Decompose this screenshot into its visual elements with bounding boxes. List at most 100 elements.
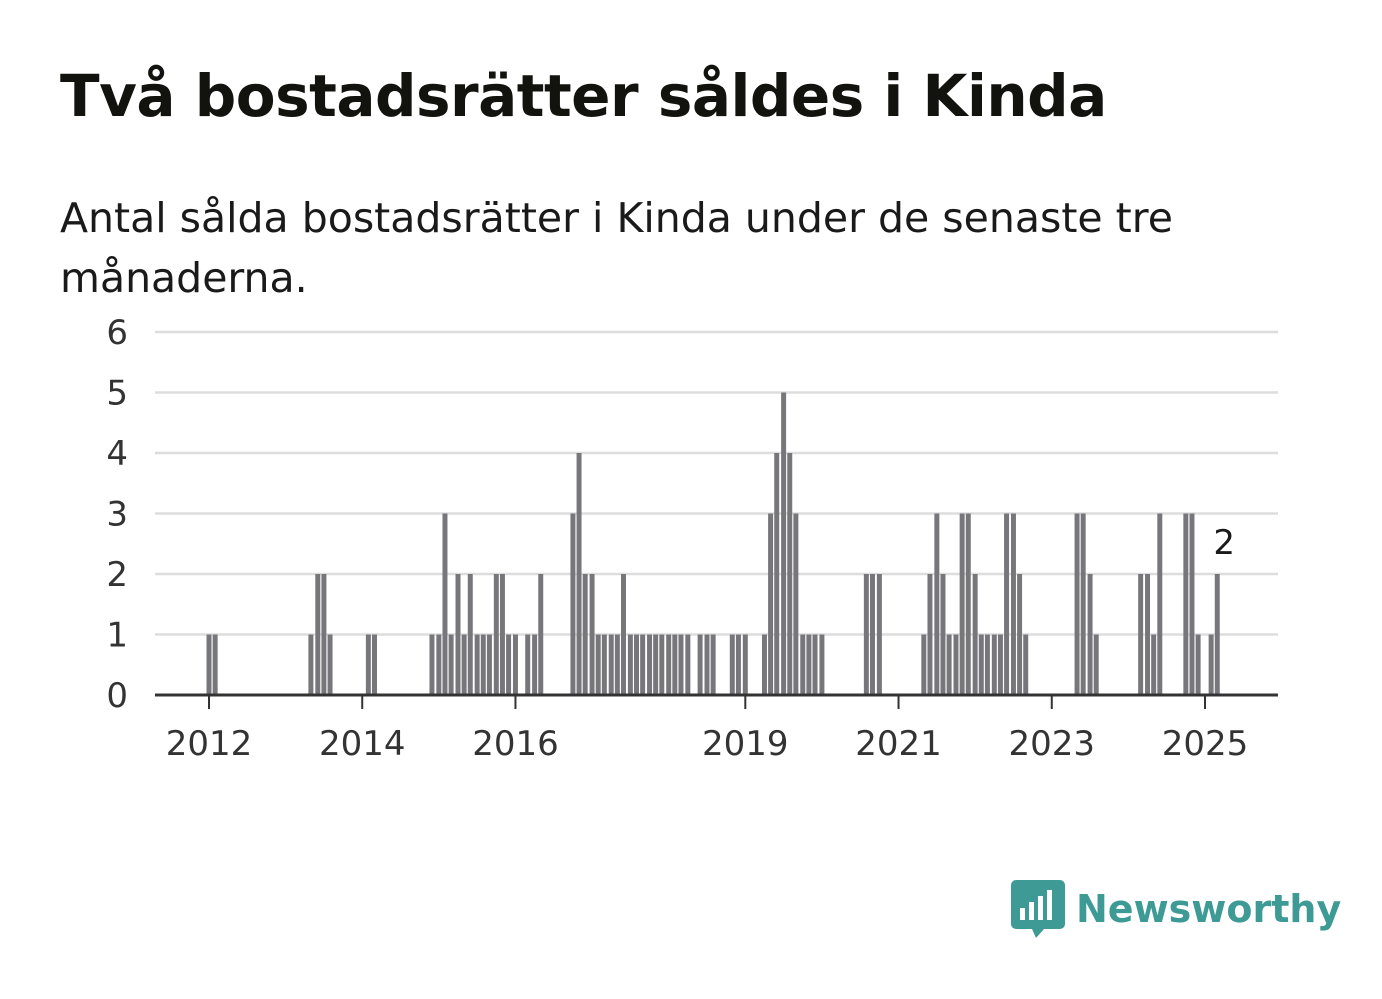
bar bbox=[1208, 634, 1214, 695]
bar bbox=[863, 574, 869, 695]
bar bbox=[793, 513, 799, 695]
y-tick-label: 0 bbox=[106, 676, 128, 716]
bar bbox=[212, 634, 218, 695]
newsworthy-logo: Newsworthy bbox=[1010, 878, 1341, 940]
bar bbox=[327, 634, 333, 695]
bar bbox=[672, 634, 678, 695]
bar bbox=[467, 574, 473, 695]
bar bbox=[480, 634, 486, 695]
bar bbox=[582, 574, 588, 695]
x-tick-label: 2014 bbox=[319, 724, 406, 764]
y-tick-label: 3 bbox=[106, 495, 128, 535]
bar bbox=[704, 634, 710, 695]
bar bbox=[206, 634, 212, 695]
bar bbox=[927, 574, 933, 695]
bar bbox=[1157, 513, 1163, 695]
bar bbox=[486, 634, 492, 695]
bar bbox=[978, 634, 984, 695]
bar bbox=[647, 634, 653, 695]
bar bbox=[365, 634, 371, 695]
bar bbox=[787, 453, 793, 695]
bar bbox=[710, 634, 716, 695]
bar bbox=[685, 634, 691, 695]
bar bbox=[940, 574, 946, 695]
bar bbox=[697, 634, 703, 695]
bar bbox=[1214, 574, 1220, 695]
bar bbox=[781, 392, 787, 695]
bar bbox=[1080, 513, 1086, 695]
bar bbox=[512, 634, 518, 695]
bar bbox=[506, 634, 512, 695]
bars bbox=[206, 392, 1220, 695]
bar bbox=[972, 574, 978, 695]
bar bbox=[1145, 574, 1151, 695]
bar bbox=[634, 634, 640, 695]
bar bbox=[812, 634, 818, 695]
axes bbox=[155, 693, 1278, 709]
bar bbox=[678, 634, 684, 695]
bar bbox=[1183, 513, 1189, 695]
y-tick-label: 5 bbox=[106, 374, 128, 414]
bar bbox=[436, 634, 442, 695]
bar bbox=[1151, 634, 1157, 695]
bar bbox=[984, 634, 990, 695]
bar bbox=[429, 634, 435, 695]
x-tick-label: 2021 bbox=[855, 724, 942, 764]
bar bbox=[800, 634, 806, 695]
bar bbox=[532, 634, 538, 695]
x-tick-label: 2025 bbox=[1162, 724, 1249, 764]
bar bbox=[666, 634, 672, 695]
bar bbox=[806, 634, 812, 695]
bar bbox=[576, 453, 582, 695]
bar bbox=[1004, 513, 1010, 695]
bar bbox=[965, 513, 971, 695]
bar bbox=[997, 634, 1003, 695]
bar bbox=[538, 574, 544, 695]
bar bbox=[525, 634, 531, 695]
x-tick-label: 2016 bbox=[472, 724, 559, 764]
bar bbox=[627, 634, 633, 695]
bar bbox=[653, 634, 659, 695]
bar bbox=[742, 634, 748, 695]
bar bbox=[589, 574, 595, 695]
bar bbox=[735, 634, 741, 695]
bar bbox=[499, 574, 505, 695]
bar bbox=[640, 634, 646, 695]
bar bbox=[953, 634, 959, 695]
bar bbox=[946, 634, 952, 695]
bar bbox=[455, 574, 461, 695]
bar bbox=[608, 634, 614, 695]
bar-chart-speech-bubble-icon bbox=[1011, 880, 1065, 938]
bar bbox=[1195, 634, 1201, 695]
bar bbox=[921, 634, 927, 695]
bar bbox=[614, 634, 620, 695]
bar bbox=[371, 634, 377, 695]
bar bbox=[1010, 513, 1016, 695]
y-tick-label: 4 bbox=[106, 434, 128, 474]
bar bbox=[461, 634, 467, 695]
bar bbox=[729, 634, 735, 695]
bar bbox=[1189, 513, 1195, 695]
chart-title: Två bostadsrätter såldes i Kinda bbox=[60, 62, 1107, 130]
bar bbox=[620, 574, 626, 695]
bar bbox=[1074, 513, 1080, 695]
bar bbox=[321, 574, 327, 695]
chart-subtitle: Antal sålda bostadsrätter i Kinda under … bbox=[60, 194, 1173, 302]
bar bbox=[308, 634, 314, 695]
bar bbox=[570, 513, 576, 695]
bar bbox=[659, 634, 665, 695]
bar bbox=[442, 513, 448, 695]
x-tick-label: 2023 bbox=[1009, 724, 1096, 764]
bar bbox=[991, 634, 997, 695]
bar bbox=[819, 634, 825, 695]
y-tick-label: 2 bbox=[106, 555, 128, 595]
bar bbox=[601, 634, 607, 695]
logo-text: Newsworthy bbox=[1076, 887, 1342, 931]
bar bbox=[761, 634, 767, 695]
bar bbox=[876, 574, 882, 695]
bar bbox=[315, 574, 321, 695]
bar bbox=[1138, 574, 1144, 695]
y-tick-label: 6 bbox=[106, 313, 128, 353]
bar bbox=[1093, 634, 1099, 695]
